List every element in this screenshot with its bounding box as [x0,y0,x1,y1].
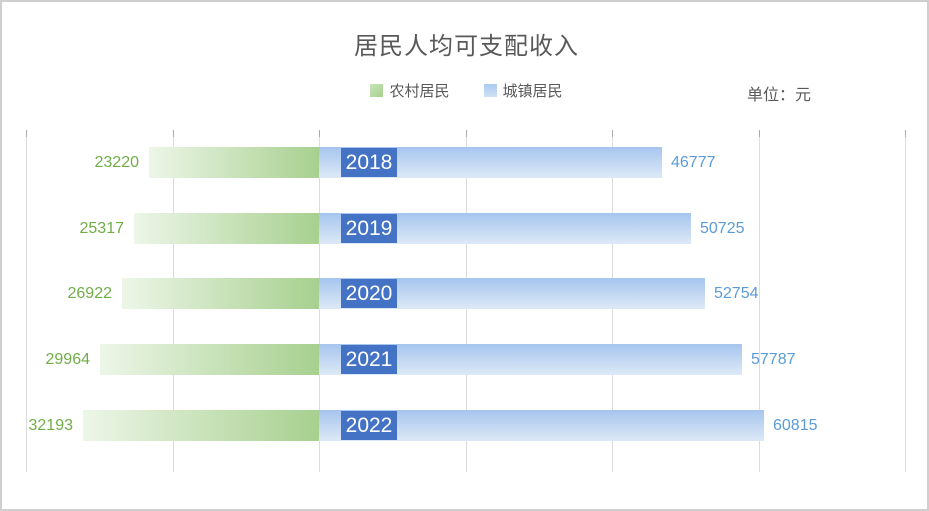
legend-label-rural: 农村居民 [389,82,450,100]
urban-value-label-2018: 46777 [671,154,716,171]
chart-title: 居民人均可支配收入 [354,33,579,60]
urban-value-label-2021: 57787 [751,351,796,368]
urban-legend-swatch-icon [483,83,497,97]
year-label-2021: 2021 [341,345,397,374]
rural-value-label-2021: 29964 [45,351,91,368]
rural-legend-swatch-icon [370,83,384,97]
legend-item-urban: 城镇居民 [483,80,563,101]
rural-value-label-2018: 23220 [94,154,140,171]
rural-value-label-2020: 26922 [67,285,113,302]
rural-bar-2019 [134,213,319,244]
legend-item-rural: 农村居民 [370,80,450,101]
legend-label-urban: 城镇居民 [502,82,563,100]
year-label-2019: 2019 [341,214,397,243]
rural-bar-2020 [122,278,319,309]
rural-bar-2021 [100,344,319,375]
vertical-gridline [905,130,906,472]
vertical-gridline [759,130,760,472]
unit-label: 单位：元 [747,87,812,104]
urban-value-label-2020: 52754 [714,285,759,302]
year-label-2020: 2020 [341,279,397,308]
urban-value-label-2019: 50725 [700,220,745,237]
rural-bar-2022 [83,410,319,441]
year-label-2022: 2022 [341,411,397,440]
urban-value-label-2022: 60815 [773,417,818,434]
rural-bar-2018 [149,147,319,178]
rural-value-label-2019: 25317 [79,220,125,237]
chart-legend: 农村居民 城镇居民 [2,80,927,101]
year-label-2018: 2018 [341,148,397,177]
rural-value-label-2022: 32193 [28,417,74,434]
vertical-gridline [26,130,27,472]
